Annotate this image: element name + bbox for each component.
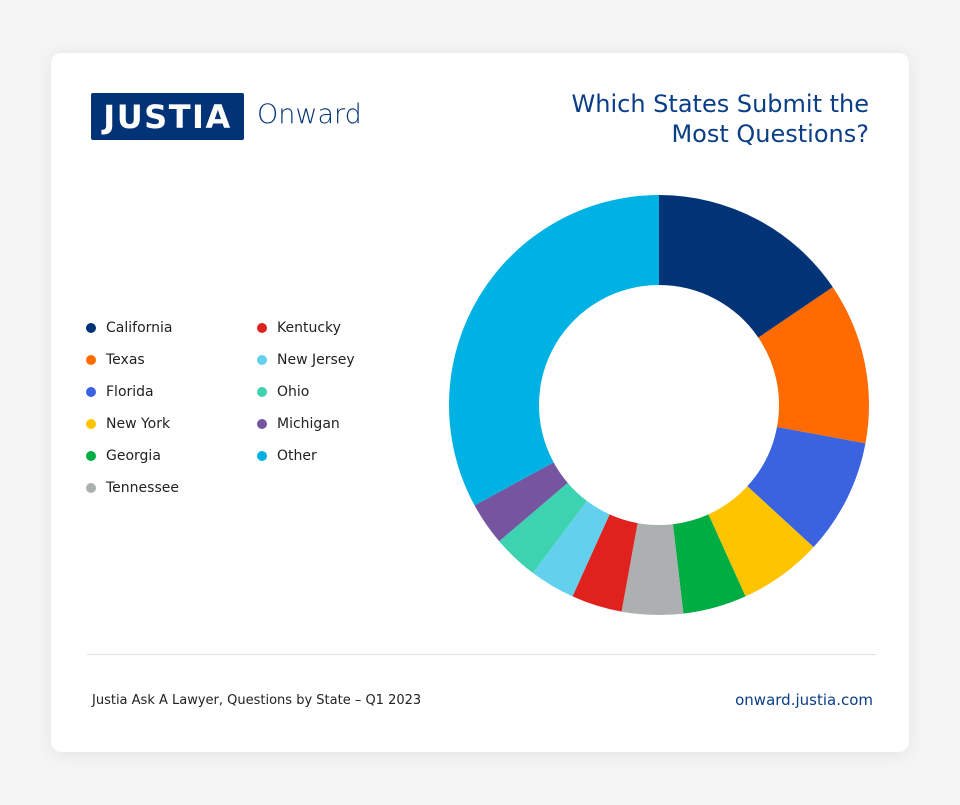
slice-california bbox=[659, 195, 833, 338]
legend-label: Other bbox=[277, 448, 317, 464]
source-note: Justia Ask A Lawyer, Questions by State … bbox=[92, 693, 422, 708]
slice-georgia bbox=[672, 514, 746, 614]
legend-label: Ohio bbox=[277, 384, 310, 400]
legend-item-michigan: Michigan bbox=[257, 416, 340, 432]
slice-new-jersey bbox=[532, 500, 610, 597]
legend-swatch bbox=[257, 419, 267, 429]
legend-item-ohio: Ohio bbox=[257, 384, 309, 400]
legend-label: California bbox=[106, 320, 173, 336]
legend-item-new-york: New York bbox=[86, 416, 170, 432]
legend-swatch bbox=[86, 355, 96, 365]
title-line-2: Most Questions? bbox=[671, 120, 869, 148]
legend-item-georgia: Georgia bbox=[86, 448, 161, 464]
donut-chart bbox=[448, 195, 870, 615]
legend-item-texas: Texas bbox=[86, 352, 145, 368]
legend-swatch bbox=[86, 387, 96, 397]
legend-swatch bbox=[257, 451, 267, 461]
legend-label: Kentucky bbox=[277, 320, 341, 336]
legend-label: Tennessee bbox=[106, 480, 179, 496]
title-line-1: Which States Submit the bbox=[571, 90, 869, 118]
slice-florida bbox=[747, 426, 866, 548]
slice-tennessee bbox=[621, 523, 684, 615]
legend-label: New Jersey bbox=[277, 352, 355, 368]
legend-label: Texas bbox=[106, 352, 145, 368]
legend-label: Michigan bbox=[277, 416, 340, 432]
divider bbox=[87, 654, 876, 655]
legend-swatch bbox=[257, 323, 267, 333]
legend-label: Florida bbox=[106, 384, 154, 400]
legend-swatch bbox=[257, 355, 267, 365]
logo-suffix: Onward bbox=[257, 99, 362, 130]
legend-swatch bbox=[86, 419, 96, 429]
chart-title: Which States Submit the Most Questions? bbox=[509, 89, 869, 149]
slice-ohio bbox=[499, 482, 587, 573]
legend-label: Georgia bbox=[106, 448, 161, 464]
legend-item-kentucky: Kentucky bbox=[257, 320, 341, 336]
legend-item-california: California bbox=[86, 320, 172, 336]
slice-kentucky bbox=[572, 514, 638, 612]
site-link[interactable]: onward.justia.com bbox=[735, 691, 873, 709]
legend-swatch bbox=[86, 323, 96, 333]
legend-swatch bbox=[86, 451, 96, 461]
slice-michigan bbox=[474, 462, 568, 542]
legend-item-tennessee: Tennessee bbox=[86, 480, 179, 496]
slice-new-york bbox=[708, 486, 814, 597]
slice-texas bbox=[758, 287, 870, 444]
legend-swatch bbox=[86, 483, 96, 493]
legend-item-florida: Florida bbox=[86, 384, 154, 400]
legend-swatch bbox=[257, 387, 267, 397]
justia-logo: JUSTIA bbox=[91, 93, 244, 140]
legend-label: New York bbox=[106, 416, 171, 432]
slice-other bbox=[448, 195, 659, 506]
infographic-card: JUSTIA Onward Which States Submit the Mo… bbox=[51, 53, 909, 752]
legend-item-other: Other bbox=[257, 448, 317, 464]
legend-item-new-jersey: New Jersey bbox=[257, 352, 355, 368]
